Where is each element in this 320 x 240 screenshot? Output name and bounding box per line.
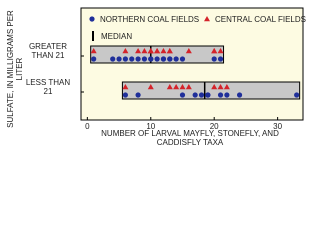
marker <box>141 48 148 54</box>
marker <box>294 92 300 98</box>
marker <box>223 84 230 90</box>
marker <box>217 92 224 98</box>
marker <box>110 56 116 62</box>
legend-label: MEDIAN <box>101 32 132 41</box>
marker <box>185 48 192 54</box>
page: 0 10 20 30 NORTHERN COAL FIELDS CENTRAL COAL … <box>6 7 306 147</box>
marker <box>135 92 141 98</box>
marker <box>211 56 217 62</box>
marker <box>135 56 141 62</box>
marker <box>160 56 167 62</box>
marker <box>135 48 142 54</box>
marker <box>147 84 154 90</box>
marker <box>166 84 173 90</box>
marker <box>211 84 218 90</box>
chart: 0 10 20 30 NORTHERN COAL FIELDS CENTRAL COAL … <box>80 7 306 131</box>
marker <box>167 56 173 62</box>
marker <box>192 92 198 98</box>
marker <box>122 84 129 90</box>
marker <box>211 48 218 54</box>
marker <box>217 84 224 90</box>
marker <box>122 56 128 62</box>
marker <box>166 48 173 54</box>
marker <box>179 92 186 98</box>
marker <box>141 56 148 62</box>
marker <box>217 48 224 54</box>
marker <box>236 92 243 98</box>
marker <box>173 56 179 62</box>
marker <box>91 56 97 62</box>
marker <box>154 48 161 54</box>
marker <box>148 56 154 62</box>
marker <box>179 56 186 62</box>
marker <box>204 16 210 22</box>
plot-area <box>80 7 304 121</box>
x-tick-label: 20 <box>210 122 219 131</box>
x-tick-label: 30 <box>273 122 282 131</box>
y-tick-label: LESS THAN 21 <box>25 78 71 96</box>
x-tick-label: 0 <box>85 122 90 131</box>
x-title: NUMBER OF LARVAL MAYFLY, STONEFLY, AND C… <box>101 129 279 147</box>
y-title: SULFATE, IN MILLIGRAMS PER LITER <box>6 10 24 128</box>
marker <box>89 16 95 22</box>
marker <box>185 84 192 90</box>
marker <box>116 56 122 62</box>
marker <box>198 92 205 98</box>
marker <box>90 48 97 54</box>
marker <box>160 48 167 54</box>
marker <box>122 48 129 54</box>
marker <box>179 84 186 90</box>
marker <box>224 92 230 98</box>
marker <box>147 48 154 54</box>
range-box <box>121 81 301 100</box>
legend-label: CENTRAL COAL FIELDS <box>215 15 306 24</box>
legend-label: NORTHERN COAL FIELDS <box>100 15 199 24</box>
y-tick-label: GREATER THAN 21 <box>28 42 68 60</box>
marker <box>173 84 180 90</box>
x-tick-label: 10 <box>146 122 155 131</box>
marker <box>122 92 128 98</box>
marker <box>217 56 224 62</box>
marker <box>205 92 211 98</box>
marker <box>154 56 160 62</box>
marker <box>129 56 135 62</box>
